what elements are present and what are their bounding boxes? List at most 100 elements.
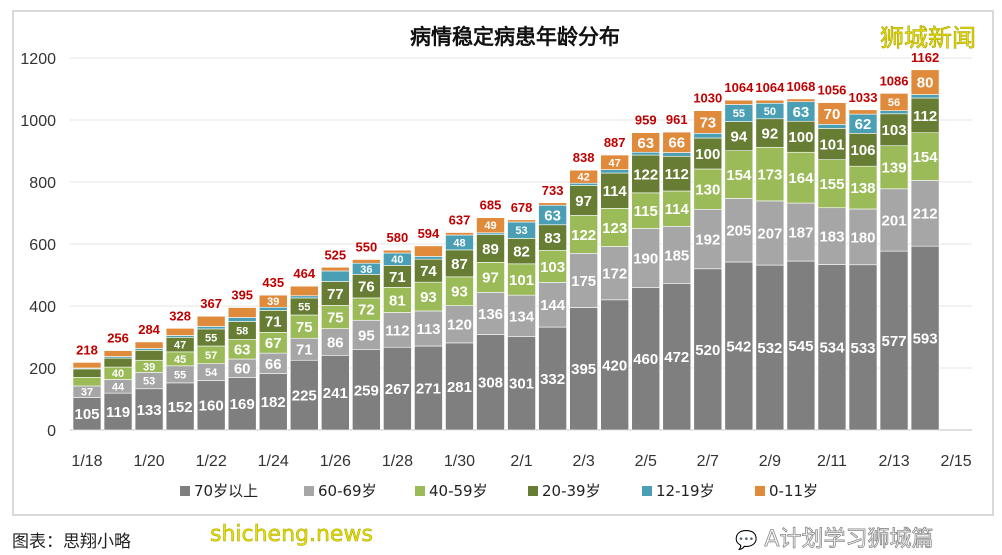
data-label: 44 bbox=[112, 381, 125, 393]
total-label: 284 bbox=[138, 322, 160, 337]
total-label: 1033 bbox=[849, 90, 878, 105]
data-label: 103 bbox=[540, 259, 565, 276]
data-label: 77 bbox=[327, 286, 344, 303]
chart-title: 病情稳定病患年龄分布 bbox=[410, 25, 620, 49]
data-label: 62 bbox=[855, 116, 872, 133]
bar-segment bbox=[227, 307, 257, 318]
bar-segment bbox=[879, 188, 909, 252]
data-label: 154 bbox=[726, 167, 752, 184]
total-label: 435 bbox=[262, 275, 284, 290]
bar-segment bbox=[600, 299, 629, 431]
data-label: 212 bbox=[913, 206, 938, 223]
bar-segment bbox=[383, 312, 412, 348]
data-label: 58 bbox=[236, 325, 248, 337]
x-tick-label: 2/7 bbox=[697, 453, 719, 470]
data-label: 101 bbox=[509, 272, 534, 289]
y-tick-label: 0 bbox=[47, 423, 56, 440]
data-label: 241 bbox=[323, 385, 348, 402]
bar-segment bbox=[724, 99, 754, 105]
bar-segment bbox=[631, 287, 661, 431]
bar-segment bbox=[662, 190, 692, 227]
bar-segment bbox=[662, 155, 692, 192]
bar-segment bbox=[879, 93, 909, 111]
bar-segment bbox=[662, 226, 692, 284]
data-label: 187 bbox=[788, 224, 813, 241]
data-label: 97 bbox=[482, 270, 499, 287]
data-label: 119 bbox=[106, 404, 130, 421]
bar-segment bbox=[693, 137, 723, 170]
data-label: 281 bbox=[447, 379, 472, 396]
caption: 图表：思翔小略 bbox=[12, 532, 131, 552]
data-label: 42 bbox=[578, 172, 590, 184]
x-tick-label: 2/15 bbox=[941, 453, 972, 470]
data-label: 577 bbox=[882, 333, 907, 350]
bar-segment bbox=[817, 207, 847, 265]
total-label: 1086 bbox=[880, 73, 909, 88]
data-label: 301 bbox=[509, 376, 534, 393]
total-label: 961 bbox=[666, 112, 688, 127]
data-label: 67 bbox=[265, 335, 282, 352]
bar-segment bbox=[693, 268, 723, 431]
data-label: 180 bbox=[850, 229, 875, 246]
x-tick-label: 2/1 bbox=[510, 453, 532, 470]
bar-segment bbox=[724, 198, 754, 263]
bar-segment bbox=[289, 295, 319, 299]
data-label: 130 bbox=[695, 182, 720, 199]
data-label: 63 bbox=[637, 135, 654, 152]
bar-segment bbox=[848, 264, 878, 431]
data-label: 57 bbox=[205, 350, 217, 362]
bar-segment bbox=[910, 180, 940, 247]
data-label: 94 bbox=[730, 129, 747, 146]
bar-segment bbox=[352, 319, 381, 351]
y-tick-label: 1000 bbox=[20, 113, 56, 130]
x-tick-label: 2/5 bbox=[635, 453, 657, 470]
bar-segment bbox=[507, 336, 536, 431]
total-label: 464 bbox=[293, 266, 315, 281]
data-label: 76 bbox=[358, 279, 375, 296]
bar-segment bbox=[414, 345, 443, 431]
bar-segment bbox=[352, 349, 381, 431]
data-label: 71 bbox=[265, 314, 282, 331]
data-label: 267 bbox=[385, 381, 410, 398]
bar-segment bbox=[662, 283, 692, 431]
data-label: 60 bbox=[234, 361, 251, 378]
bar-segment bbox=[631, 154, 661, 194]
data-label: 97 bbox=[575, 193, 592, 210]
data-label: 83 bbox=[544, 230, 561, 247]
data-label: 95 bbox=[358, 327, 375, 344]
bar-segment bbox=[414, 281, 443, 312]
bar-segment bbox=[321, 270, 350, 282]
legend-swatch bbox=[755, 486, 765, 496]
data-label: 144 bbox=[540, 297, 566, 314]
bar-segment bbox=[786, 202, 816, 262]
bar-segment bbox=[817, 124, 847, 129]
bar-segment bbox=[786, 98, 816, 103]
data-label: 73 bbox=[699, 114, 716, 131]
data-label: 183 bbox=[819, 228, 844, 245]
data-label: 93 bbox=[420, 289, 437, 306]
bar-segment bbox=[910, 132, 940, 181]
legend-swatch bbox=[180, 486, 190, 496]
watermark-bottom-right-text: A计划学习狮城篇 bbox=[764, 527, 934, 553]
bar-segment bbox=[321, 328, 350, 356]
data-label: 133 bbox=[137, 402, 162, 419]
data-label: 185 bbox=[664, 247, 689, 264]
data-label: 53 bbox=[143, 376, 155, 388]
bar-segment bbox=[445, 276, 474, 306]
data-label: 542 bbox=[726, 338, 751, 355]
x-tick-label: 2/9 bbox=[759, 453, 781, 470]
bar-segment bbox=[103, 357, 133, 368]
data-label: 120 bbox=[447, 317, 472, 334]
total-label: 685 bbox=[480, 198, 502, 213]
data-label: 139 bbox=[882, 160, 907, 177]
x-tick-label: 2/13 bbox=[878, 453, 909, 470]
data-label: 201 bbox=[882, 212, 907, 229]
data-label: 55 bbox=[205, 332, 217, 344]
legend-swatch bbox=[528, 486, 538, 496]
data-label: 533 bbox=[850, 340, 875, 357]
bar-segment bbox=[507, 219, 536, 223]
data-label: 101 bbox=[819, 136, 844, 153]
data-label: 114 bbox=[665, 201, 690, 218]
x-tick-label: 1/26 bbox=[320, 453, 351, 470]
bar-segment bbox=[755, 200, 785, 266]
